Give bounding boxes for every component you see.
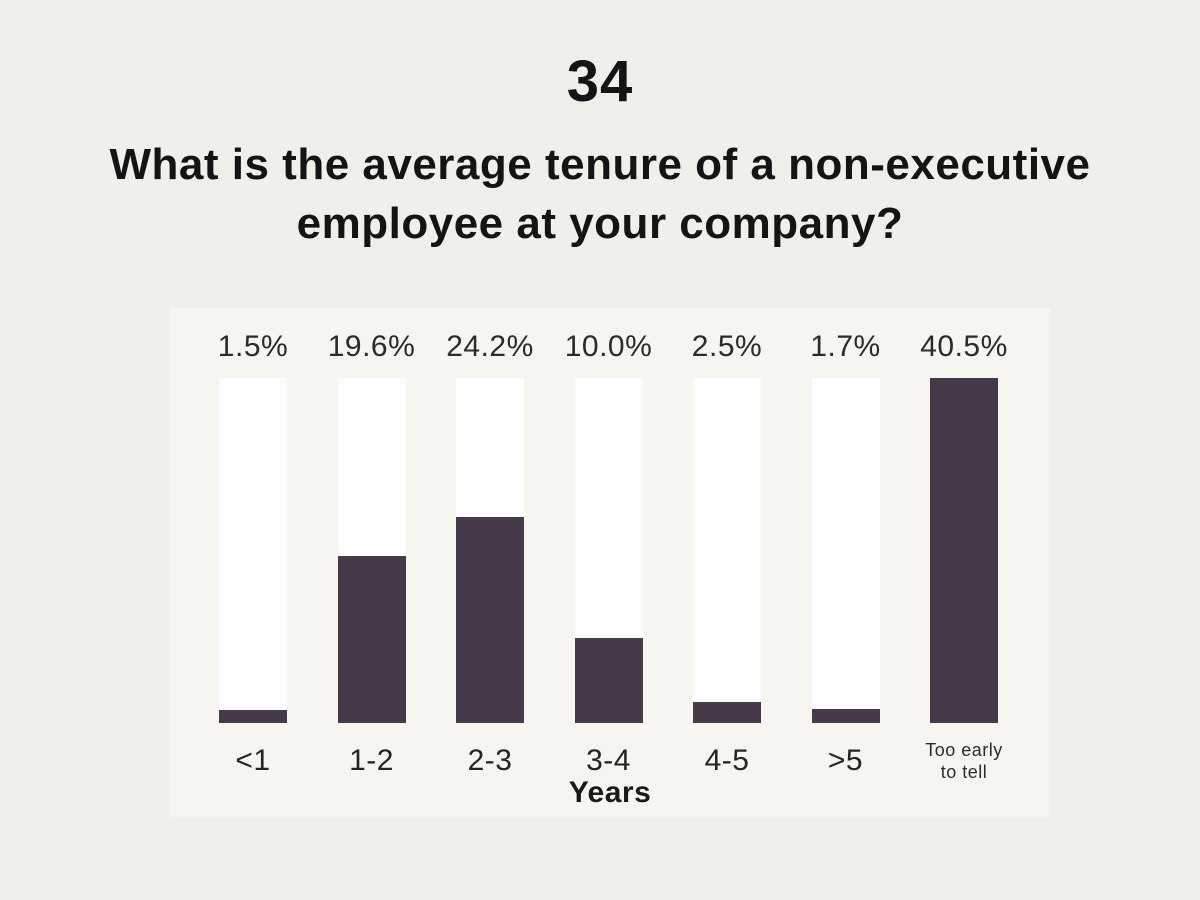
bar-column: 40.5% Too early to tell [920, 308, 1007, 817]
bar-value-label: 40.5% [920, 330, 1008, 363]
bar-track [811, 378, 880, 723]
bar-fill [930, 378, 998, 723]
bar-category-label: 1-2 [349, 744, 394, 777]
bar-chart: 1.5% <1 19.6% 1-2 24.2% 2-3 10.0% 3-4 2.5% 4-5 1.7… [170, 308, 1050, 817]
bar-category-label: 4-5 [704, 744, 750, 777]
bar-value-label: 10.0% [564, 330, 653, 363]
bar-track [337, 378, 406, 723]
bar-category-label: >5 [827, 744, 864, 777]
bar-value-label: 2.5% [691, 330, 763, 363]
bar-columns: 1.5% <1 19.6% 1-2 24.2% 2-3 10.0% 3-4 2.5% 4-5 1.7… [218, 308, 1007, 817]
bar-fill [219, 710, 287, 723]
bar-column: 1.7% >5 [810, 308, 880, 817]
bar-track [219, 378, 287, 723]
bar-column: 1.5% <1 [218, 308, 288, 817]
bar-category-label: Too early to tell [925, 739, 1003, 783]
x-axis-label: Years [568, 776, 652, 809]
bar-track [930, 378, 998, 723]
question-number: 34 [566, 49, 634, 114]
chart-title-line-2: employee at your company? [296, 198, 904, 248]
bar-column: 10.0% 3-4 [565, 308, 652, 817]
bar-track [456, 378, 524, 723]
bar-track [574, 378, 643, 723]
bar-category-label: 3-4 [586, 744, 631, 777]
bar-value-label: 1.5% [217, 330, 289, 363]
bar-value-label: 19.6% [327, 330, 416, 363]
bar-value-label: 24.2% [446, 330, 534, 363]
bar-column: 19.6% 1-2 [328, 308, 415, 817]
bar-fill [456, 517, 524, 723]
bar-fill [811, 709, 880, 723]
bar-column: 24.2% 2-3 [446, 308, 533, 817]
chart-title-line-1: What is the average tenure of a non-exec… [109, 140, 1091, 189]
bar-category-label: 2-3 [467, 744, 513, 777]
bar-value-label: 1.7% [810, 330, 881, 363]
chart-title: What is the average tenure of a non-exec… [0, 136, 1200, 253]
bar-column: 2.5% 4-5 [692, 308, 762, 817]
bar-fill [693, 702, 761, 723]
bar-fill [574, 638, 643, 723]
bar-fill [337, 556, 406, 723]
bar-track [693, 378, 761, 723]
bar-category-label: <1 [235, 744, 271, 777]
